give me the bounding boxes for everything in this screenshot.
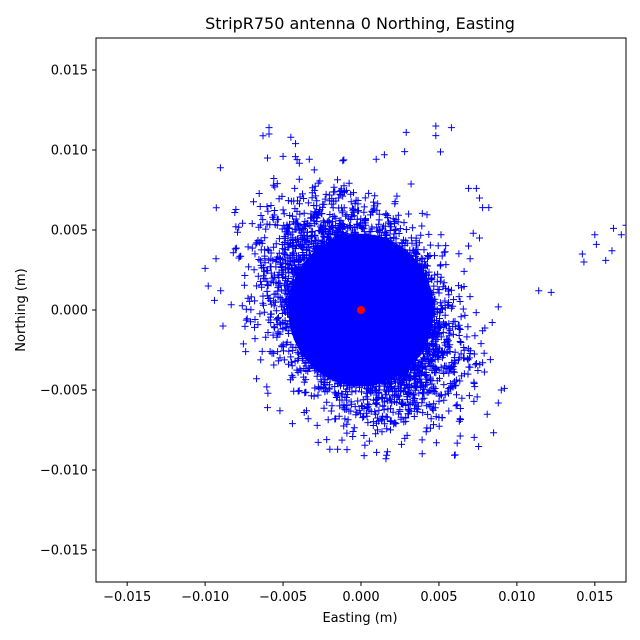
data-point — [617, 231, 625, 239]
data-point — [427, 415, 435, 423]
data-point — [326, 445, 334, 453]
y-tick-label: −0.005 — [40, 384, 88, 399]
data-point — [591, 231, 599, 239]
data-point — [486, 356, 494, 364]
data-point — [382, 455, 390, 463]
data-point — [380, 151, 388, 159]
data-point — [201, 264, 209, 272]
y-tick-label: 0.010 — [51, 144, 88, 159]
x-tick-label: −0.010 — [181, 590, 229, 605]
mean-position-marker — [357, 306, 365, 314]
data-point — [608, 247, 616, 255]
data-point — [432, 122, 440, 130]
data-point — [479, 359, 487, 367]
data-point — [253, 375, 261, 383]
data-point — [441, 391, 449, 399]
x-axis-label: Easting (m) — [322, 611, 397, 626]
data-point — [578, 250, 586, 258]
data-point — [622, 221, 626, 229]
data-point — [602, 256, 610, 264]
data-point — [402, 128, 410, 136]
y-tick-label: −0.015 — [40, 544, 88, 559]
data-point — [449, 380, 457, 388]
data-point — [500, 384, 508, 392]
data-point — [292, 140, 300, 148]
data-point — [466, 255, 474, 263]
y-tick-label: 0.005 — [51, 224, 88, 239]
data-point — [293, 156, 301, 164]
data-point — [477, 340, 485, 348]
data-point — [469, 229, 477, 237]
data-point — [497, 386, 505, 394]
data-point — [475, 194, 483, 202]
data-point — [323, 436, 331, 444]
data-point — [485, 204, 493, 212]
data-point — [465, 242, 473, 250]
data-point — [334, 445, 342, 453]
x-tick-label: 0.000 — [342, 590, 379, 605]
data-point — [535, 287, 543, 295]
data-point — [204, 282, 212, 290]
x-tick-label: 0.015 — [576, 590, 613, 605]
data-point — [547, 288, 555, 296]
data-point — [580, 258, 588, 266]
data-point — [279, 152, 287, 160]
y-axis-ticks: −0.015 −0.010 −0.005 0.000 0.005 0.010 0.015 — [40, 64, 96, 559]
data-point — [479, 204, 487, 212]
data-point — [610, 224, 618, 232]
data-point — [432, 132, 440, 140]
data-point — [210, 296, 218, 304]
x-tick-label: −0.005 — [259, 590, 307, 605]
chart-title: StripR750 antenna 0 Northing, Easting — [205, 14, 515, 33]
data-point — [373, 448, 381, 456]
data-point — [398, 440, 406, 448]
marker-layer — [357, 306, 365, 314]
data-point — [217, 287, 225, 295]
data-point — [465, 184, 473, 192]
x-axis-ticks: −0.015 −0.010 −0.005 0.000 0.005 0.010 0.015 — [103, 582, 613, 605]
data-point — [592, 240, 600, 248]
y-axis-label: Northing (m) — [14, 268, 29, 351]
data-point — [475, 234, 483, 242]
data-point — [276, 407, 284, 415]
data-point — [479, 327, 487, 335]
x-tick-label: 0.010 — [498, 590, 535, 605]
y-tick-label: 0.000 — [51, 304, 88, 319]
data-point — [242, 348, 250, 356]
data-point — [263, 154, 271, 162]
data-point — [401, 148, 409, 156]
data-point — [447, 124, 455, 132]
data-point — [472, 184, 480, 192]
data-point — [480, 349, 488, 357]
y-tick-label: 0.015 — [51, 64, 88, 79]
x-tick-label: −0.015 — [103, 590, 151, 605]
data-point — [265, 124, 273, 132]
data-point — [265, 130, 273, 138]
data-point — [212, 255, 220, 263]
y-tick-label: −0.010 — [40, 464, 88, 479]
data-point — [263, 404, 271, 412]
data-point — [287, 133, 295, 141]
data-point — [360, 452, 368, 460]
x-tick-label: 0.005 — [420, 590, 457, 605]
data-point — [288, 420, 296, 428]
